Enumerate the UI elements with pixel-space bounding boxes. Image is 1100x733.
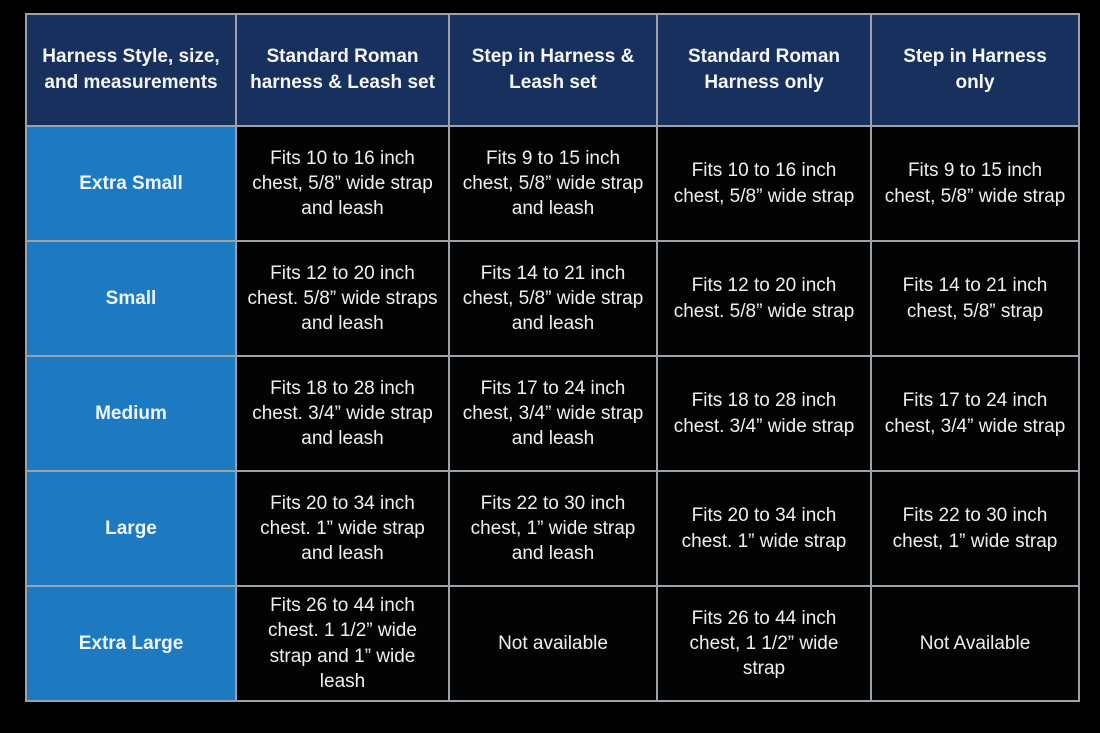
row-label-large: Large	[25, 470, 237, 587]
data-cell: Fits 26 to 44 inch chest, 1 1/2” wide st…	[656, 585, 872, 702]
data-cell: Fits 10 to 16 inch chest, 5/8” wide stra…	[656, 125, 872, 242]
data-cell: Fits 18 to 28 inch chest. 3/4” wide stra…	[656, 355, 872, 472]
data-cell: Fits 10 to 16 inch chest, 5/8” wide stra…	[235, 125, 450, 242]
header-cell-stepin-leash-set: Step in Harness & Leash set	[448, 13, 658, 127]
data-cell: Fits 9 to 15 inch chest, 5/8” wide strap	[870, 125, 1080, 242]
data-cell: Fits 14 to 21 inch chest, 5/8” wide stra…	[448, 240, 658, 357]
table-header: Harness Style, size, and measurements St…	[25, 13, 1080, 127]
harness-size-table-container: Harness Style, size, and measurements St…	[25, 13, 1080, 702]
row-label-extra-large: Extra Large	[25, 585, 237, 702]
table-row-extra-large: Extra Large Fits 26 to 44 inch chest. 1 …	[25, 585, 1080, 702]
data-cell: Fits 20 to 34 inch chest. 1” wide strap …	[235, 470, 450, 587]
data-cell: Fits 12 to 20 inch chest. 5/8” wide stra…	[235, 240, 450, 357]
table-row-extra-small: Extra Small Fits 10 to 16 inch chest, 5/…	[25, 125, 1080, 242]
table-row-medium: Medium Fits 18 to 28 inch chest. 3/4” wi…	[25, 355, 1080, 472]
table-row-large: Large Fits 20 to 34 inch chest. 1” wide …	[25, 470, 1080, 587]
data-cell: Fits 12 to 20 inch chest. 5/8” wide stra…	[656, 240, 872, 357]
data-cell: Fits 18 to 28 inch chest. 3/4” wide stra…	[235, 355, 450, 472]
data-cell: Fits 22 to 30 inch chest, 1” wide strap	[870, 470, 1080, 587]
table-body: Extra Small Fits 10 to 16 inch chest, 5/…	[25, 125, 1080, 702]
row-label-small: Small	[25, 240, 237, 357]
header-cell-style-size: Harness Style, size, and measurements	[25, 13, 237, 127]
data-cell: Fits 17 to 24 inch chest, 3/4” wide stra…	[870, 355, 1080, 472]
data-cell: Fits 26 to 44 inch chest. 1 1/2” wide st…	[235, 585, 450, 702]
data-cell: Not Available	[870, 585, 1080, 702]
header-cell-roman-only: Standard Roman Harness only	[656, 13, 872, 127]
row-label-extra-small: Extra Small	[25, 125, 237, 242]
row-label-medium: Medium	[25, 355, 237, 472]
header-row: Harness Style, size, and measurements St…	[25, 13, 1080, 127]
data-cell: Fits 17 to 24 inch chest, 3/4” wide stra…	[448, 355, 658, 472]
header-cell-stepin-only: Step in Harness only	[870, 13, 1080, 127]
data-cell: Fits 9 to 15 inch chest, 5/8” wide strap…	[448, 125, 658, 242]
harness-size-table: Harness Style, size, and measurements St…	[25, 13, 1080, 702]
data-cell: Fits 22 to 30 inch chest, 1” wide strap …	[448, 470, 658, 587]
header-cell-roman-leash-set: Standard Roman harness & Leash set	[235, 13, 450, 127]
data-cell: Not available	[448, 585, 658, 702]
table-row-small: Small Fits 12 to 20 inch chest. 5/8” wid…	[25, 240, 1080, 357]
data-cell: Fits 14 to 21 inch chest, 5/8” strap	[870, 240, 1080, 357]
data-cell: Fits 20 to 34 inch chest. 1” wide strap	[656, 470, 872, 587]
